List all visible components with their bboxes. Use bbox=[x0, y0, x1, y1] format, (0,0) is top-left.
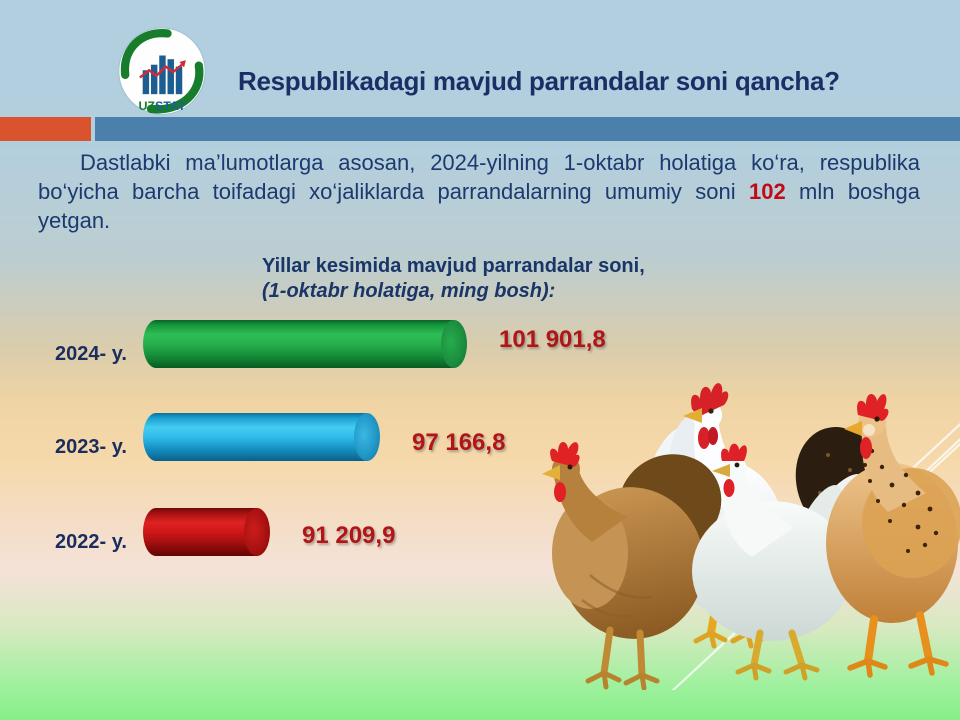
uzstat-logo-icon: UZSTAT bbox=[118, 27, 206, 115]
page-title: Respublikadagi mavjud parrandalar soni q… bbox=[238, 66, 840, 96]
bar-value-2024: 101 901,8 bbox=[499, 326, 606, 353]
golden-hen-illustration bbox=[826, 394, 960, 678]
bar-2023 bbox=[143, 413, 380, 461]
intro-paragraph: Dastlabki ma’lumotlarga asosan, 2024-yil… bbox=[38, 148, 920, 235]
brown-hen-illustration bbox=[542, 442, 722, 690]
chickens-photo bbox=[542, 383, 960, 690]
bar-2022-end-cap bbox=[244, 508, 270, 556]
bar-row-2022: 2022- y. 91 209,9 bbox=[0, 508, 960, 556]
bar-2022-body bbox=[143, 508, 258, 556]
intro-highlight-number: 102 bbox=[748, 179, 786, 204]
logo-text-stat: STAT bbox=[155, 99, 186, 113]
intro-text-1: Dastlabki ma’lumotlarga asosan, 2024-yil… bbox=[38, 150, 920, 204]
bar-2023-end-cap bbox=[354, 413, 380, 461]
bar-2024-end-cap bbox=[441, 320, 467, 368]
bar-row-2023: 2023- y. 97 166,8 bbox=[0, 413, 960, 461]
uzstat-logo: UZSTAT bbox=[116, 25, 208, 121]
logo-swoosh-top bbox=[120, 29, 172, 79]
logo-swoosh-bottom bbox=[146, 61, 204, 114]
white-hen-illustration bbox=[692, 443, 866, 681]
bar-category-label-2024: 2024- y. bbox=[55, 343, 127, 365]
bar-value-2023: 97 166,8 bbox=[412, 429, 506, 456]
chart-title-line1: Yillar kesimida mavjud parrandalar soni, bbox=[262, 255, 645, 277]
bar-2023-body bbox=[143, 413, 368, 461]
intro-text-2: mln boshga yetgan. bbox=[38, 179, 920, 233]
chart-title: Yillar kesimida mavjud parrandalar soni,… bbox=[262, 254, 645, 304]
bar-row-2024: 2024- y. 101 901,8 bbox=[0, 320, 960, 368]
accent-bar-orange bbox=[0, 117, 91, 141]
bar-category-label-2023: 2023- y. bbox=[55, 436, 127, 458]
bar-value-2022: 91 209,9 bbox=[302, 522, 396, 549]
logo-bars bbox=[142, 55, 183, 95]
bar-2024-body bbox=[143, 320, 455, 368]
chart-title-line2: (1-oktabr holatiga, ming bosh): bbox=[262, 280, 556, 302]
bar-2024 bbox=[143, 320, 467, 368]
accent-bar-blue bbox=[95, 117, 960, 141]
logo-text-uz: UZ bbox=[138, 99, 155, 113]
logo-trend-line bbox=[139, 61, 185, 79]
bar-2022 bbox=[143, 508, 270, 556]
bar-category-label-2022: 2022- y. bbox=[55, 531, 127, 553]
svg-text:UZSTAT: UZSTAT bbox=[138, 99, 186, 113]
